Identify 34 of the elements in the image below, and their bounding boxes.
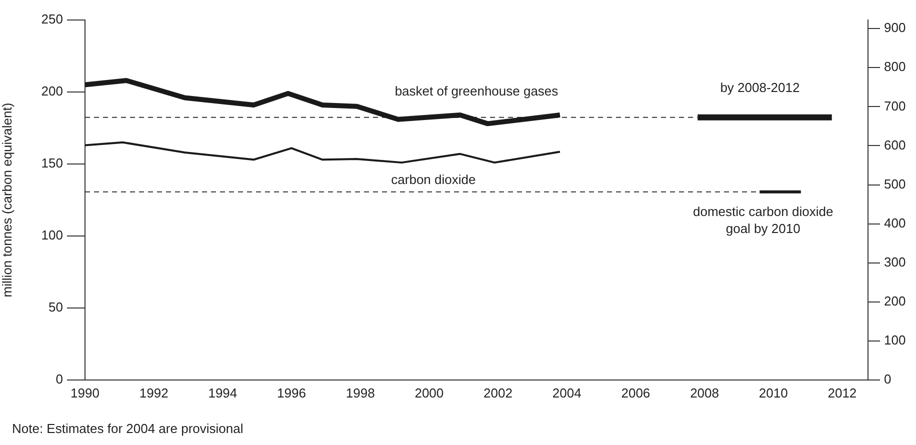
- text: Note: Estimates for 2004 are provisional: [12, 421, 244, 436]
- y-tick-label: 50: [48, 300, 63, 315]
- y2-tick-label: 500: [884, 176, 906, 192]
- x-tick-label: 1996: [277, 385, 306, 400]
- x-tick-label: 2004: [552, 385, 582, 400]
- series-label: carbon dioxide: [391, 172, 476, 187]
- y2-tick-label: 300: [884, 254, 906, 270]
- x-tick-label: 1992: [139, 385, 168, 400]
- y-tick-label: 200: [41, 84, 63, 99]
- x-tick-label: 2002: [484, 385, 512, 400]
- y-tick-label: 150: [41, 156, 63, 171]
- x-tick-label: 1998: [346, 385, 375, 400]
- y-tick-label: 250: [41, 12, 63, 27]
- y2-tick-label: 0: [884, 372, 892, 387]
- x-tick-label: 2000: [414, 385, 444, 400]
- y2-tick-label: 100: [884, 332, 906, 348]
- y2-tick-label: 400: [884, 215, 906, 230]
- y-axis-title: million tonnes (carbon equivalent): [0, 102, 14, 298]
- x-tick-label: 1990: [70, 385, 100, 400]
- y2-tick-label: 800: [884, 59, 906, 74]
- x-tick-label: 2006: [621, 385, 650, 400]
- y-tick-label: 0: [56, 372, 63, 387]
- series-label: by 2008-2012: [720, 80, 800, 95]
- y2-tick-label: 700: [884, 98, 906, 114]
- series-label: basket of greenhouse gases: [394, 84, 559, 99]
- x-tick-label: 2010: [758, 385, 788, 400]
- y2-tick-label: 600: [884, 137, 906, 152]
- y2-tick-label: 200: [884, 293, 906, 308]
- y2-tick-label: 900: [884, 20, 906, 36]
- x-tick-label: 2008: [690, 385, 719, 400]
- text: domestic carbon dioxide goal by 2010: [692, 204, 834, 236]
- x-tick-label: 2012: [828, 385, 857, 400]
- y-tick-label: 100: [41, 228, 63, 243]
- x-tick-label: 1994: [208, 385, 238, 400]
